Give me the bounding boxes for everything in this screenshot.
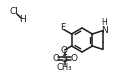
Text: Cl: Cl (10, 7, 18, 17)
Text: S: S (62, 54, 68, 63)
Text: O: O (52, 54, 59, 63)
Text: CH₃: CH₃ (57, 63, 72, 72)
Text: H: H (19, 16, 25, 24)
Text: O: O (61, 46, 68, 55)
Text: N: N (101, 26, 108, 35)
Text: F: F (60, 23, 65, 33)
Text: H: H (102, 18, 107, 27)
Text: O: O (70, 54, 77, 63)
